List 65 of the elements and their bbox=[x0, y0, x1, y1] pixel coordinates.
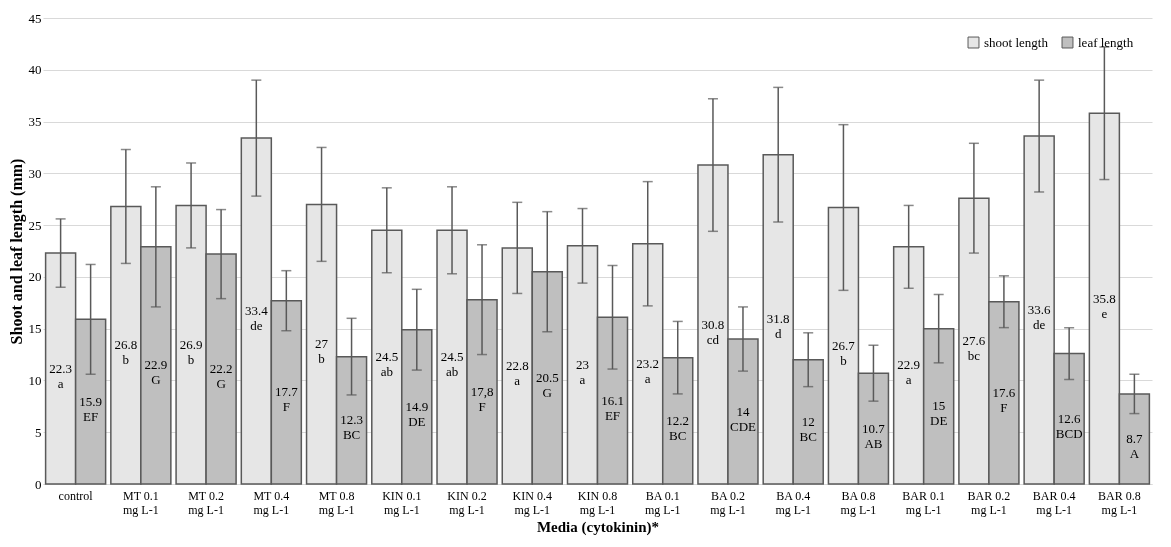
data-label: 8.7 A bbox=[1126, 430, 1144, 461]
x-tick-label: KIN 0.1 mg L-1 bbox=[382, 488, 422, 517]
data-label: 16.1 EF bbox=[601, 392, 624, 423]
x-axis-title: Media (cytokinin)* bbox=[536, 518, 660, 536]
x-tick-label: MT 0.8 mg L-1 bbox=[318, 488, 355, 517]
data-label: 20.5 G bbox=[535, 369, 559, 400]
data-label: 22.9 a bbox=[897, 357, 921, 388]
x-tick-label: BA 0.4 mg L-1 bbox=[775, 488, 812, 517]
y-tick-label: 40 bbox=[28, 62, 42, 78]
data-label: 12.2 BC bbox=[666, 412, 690, 443]
x-tick-label: BAR 0.4 mg L-1 bbox=[1032, 488, 1076, 517]
x-tick-label: KIN 0.4 mg L-1 bbox=[512, 488, 552, 517]
data-label: 17.7 F bbox=[274, 384, 299, 415]
data-label: 15.9 EF bbox=[79, 393, 102, 424]
data-label: 14 CDE bbox=[729, 403, 757, 434]
data-label: 12 BC bbox=[799, 413, 817, 444]
y-tick-label: 35 bbox=[28, 114, 42, 130]
data-label: 27.6 bc bbox=[962, 333, 986, 364]
data-label: 23.2 a bbox=[636, 355, 660, 386]
y-tick-label: 0 bbox=[35, 476, 42, 492]
x-tick-label: MT 0.4 mg L-1 bbox=[253, 488, 290, 517]
data-label: 23 a bbox=[576, 356, 589, 387]
x-tick-label: MT 0.2 mg L-1 bbox=[188, 488, 224, 517]
x-tick-label: BA 0.2 mg L-1 bbox=[710, 488, 746, 517]
x-tick-label: BA 0.1 mg L-1 bbox=[644, 488, 681, 517]
legend-label: shoot length bbox=[984, 34, 1049, 50]
data-label: 12.6 BCD bbox=[1055, 410, 1083, 441]
data-label: 24.5 ab bbox=[440, 349, 464, 380]
data-label: 14.9 DE bbox=[405, 398, 429, 429]
data-label: 26.7 b bbox=[832, 337, 856, 368]
y-axis-title: Shoot and leaf length (mm) bbox=[7, 158, 26, 345]
y-tick-label: 25 bbox=[28, 217, 42, 233]
y-tick-label: 5 bbox=[35, 424, 42, 440]
y-tick-label: 10 bbox=[28, 372, 42, 388]
x-tick-label: control bbox=[58, 488, 94, 503]
y-tick-label: 30 bbox=[28, 165, 42, 181]
data-label: 26.9 b bbox=[179, 336, 203, 367]
legend-label: leaf length bbox=[1078, 34, 1134, 50]
data-label: 17,8 F bbox=[470, 383, 494, 414]
data-label: 12.3 BC bbox=[340, 412, 363, 443]
x-tick-label: BAR 0.2 mg L-1 bbox=[967, 488, 1011, 517]
data-label: 22.9 G bbox=[144, 357, 168, 388]
x-tick-label: KIN 0.8 mg L-1 bbox=[577, 488, 618, 517]
data-label: 27 b bbox=[315, 336, 329, 367]
data-label: 31.8 d bbox=[766, 311, 790, 342]
data-label: 15 DE bbox=[930, 398, 948, 429]
data-label: 17.6 F bbox=[992, 384, 1016, 415]
data-label: 10.7 AB bbox=[862, 420, 886, 451]
data-label: 33.6 de bbox=[1027, 302, 1052, 333]
x-tick-label: KIN 0.2 mg L-1 bbox=[447, 488, 487, 517]
y-tick-label: 45 bbox=[28, 10, 42, 26]
data-label: 33.4 de bbox=[244, 303, 269, 334]
x-tick-label: BA 0.8 mg L-1 bbox=[840, 488, 877, 517]
data-label: 30.8 cd bbox=[701, 316, 725, 347]
y-tick-label: 20 bbox=[28, 269, 42, 285]
x-tick-label: BAR 0.8 mg L-1 bbox=[1098, 488, 1141, 517]
data-label: 22.2 G bbox=[209, 361, 233, 392]
data-label: 22.3 a bbox=[49, 360, 72, 391]
data-label: 24.5 ab bbox=[375, 349, 399, 380]
data-label: 26.8 b bbox=[114, 337, 138, 368]
x-tick-label: MT 0.1 mg L-1 bbox=[122, 488, 159, 517]
x-tick-label: BAR 0.1 mg L-1 bbox=[902, 488, 946, 517]
data-label: 35.8 e bbox=[1093, 290, 1116, 321]
data-label: 22.8 a bbox=[505, 357, 529, 388]
y-tick-label: 15 bbox=[28, 321, 42, 337]
